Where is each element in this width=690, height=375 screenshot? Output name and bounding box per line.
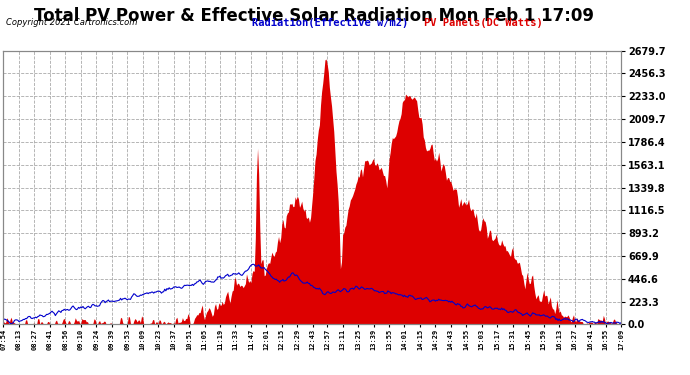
Text: Total PV Power & Effective Solar Radiation Mon Feb 1 17:09: Total PV Power & Effective Solar Radiati…: [34, 7, 594, 25]
Text: Radiation(Effective w/m2): Radiation(Effective w/m2): [252, 18, 408, 28]
Text: Copyright 2021 Cartronics.com: Copyright 2021 Cartronics.com: [6, 18, 137, 27]
Text: PV Panels(DC Watts): PV Panels(DC Watts): [424, 18, 543, 28]
